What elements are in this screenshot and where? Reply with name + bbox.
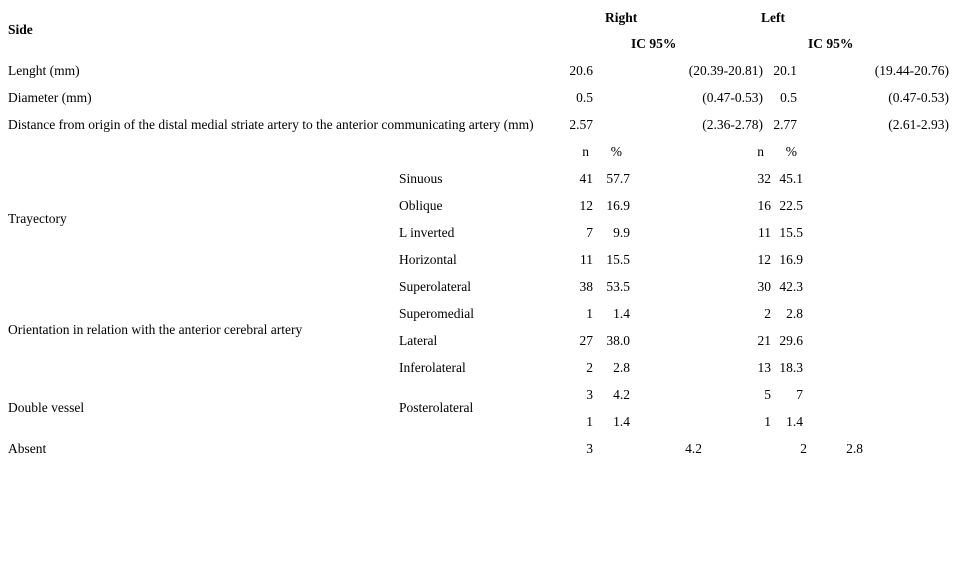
cell-horizontal-left-pct: 16.9: [779, 252, 803, 267]
category-inferolateral: Inferolateral: [399, 360, 466, 375]
cell-lateral-left-pct: 29.6: [779, 333, 803, 348]
cell-length-left-mean: 20.1: [773, 63, 797, 78]
group-label-double-vessel: Double vessel: [8, 400, 85, 415]
cell-distance-right-ic: (2.36-2.78): [702, 117, 763, 132]
header-n-left: n: [757, 144, 764, 159]
cell-sinuous-left-n: 32: [757, 171, 772, 186]
cell-superomedial-right-n: 1: [586, 306, 593, 321]
category-horizontal: Horizontal: [399, 252, 457, 267]
cell-horizontal-right-pct: 15.5: [606, 252, 630, 267]
cell-diameter-right-ic: (0.47-0.53): [702, 90, 763, 105]
cell-sinuous-left-pct: 45.1: [779, 171, 803, 186]
cell-absent-right-pct: 4.2: [685, 441, 702, 456]
header-ic95-left: IC 95%: [808, 36, 854, 51]
header-pct-right: %: [610, 144, 622, 159]
cell-length-right-mean: 20.6: [569, 63, 593, 78]
cell-superomedial-left-pct: 2.8: [786, 306, 803, 321]
cell-oblique-right-n: 12: [579, 198, 594, 213]
header-pct-left: %: [785, 144, 797, 159]
cell-lateral-right-n: 27: [579, 333, 594, 348]
cell-l-inverted-right-n: 7: [586, 225, 593, 240]
cell-length-left-ic: (19.44-20.76): [874, 63, 949, 78]
cell-posterolateral-upper-left-n: 5: [764, 387, 771, 402]
header-n-right: n: [582, 144, 589, 159]
cell-inferolateral-right-pct: 2.8: [613, 360, 630, 375]
cell-inferolateral-right-n: 2: [586, 360, 593, 375]
cell-inferolateral-left-pct: 18.3: [779, 360, 803, 375]
cell-double-vessel-right-pct: 1.4: [613, 414, 630, 429]
cell-diameter-right-mean: 0.5: [576, 90, 593, 105]
row-label-diameter: Diameter (mm): [8, 90, 92, 105]
cell-sinuous-right-pct: 57.7: [606, 171, 630, 186]
cell-posterolateral-upper-left-pct: 7: [796, 387, 803, 402]
cell-absent-right-n: 3: [586, 441, 593, 456]
cell-absent-left-n: 2: [800, 441, 807, 456]
cell-distance-right-mean: 2.57: [569, 117, 593, 132]
header-left: Left: [761, 10, 785, 25]
group-label-trayectory: Trayectory: [8, 211, 67, 226]
cell-posterolateral-upper-right-pct: 4.2: [613, 387, 630, 402]
cell-double-vessel-left-n: 1: [764, 414, 771, 429]
cell-absent-left-pct: 2.8: [846, 441, 863, 456]
cell-diameter-left-ic: (0.47-0.53): [888, 90, 949, 105]
cell-superolateral-right-n: 38: [579, 279, 594, 294]
cell-oblique-left-pct: 22.5: [779, 198, 803, 213]
cell-lateral-right-pct: 38.0: [606, 333, 630, 348]
cell-lateral-left-n: 21: [757, 333, 772, 348]
header-side: Side: [8, 22, 33, 37]
cell-horizontal-left-n: 12: [757, 252, 772, 267]
cell-diameter-left-mean: 0.5: [780, 90, 797, 105]
row-label-distance: Distance from origin of the distal media…: [8, 117, 534, 132]
cell-posterolateral-upper-right-n: 3: [586, 387, 593, 402]
cell-oblique-right-pct: 16.9: [606, 198, 630, 213]
cell-superolateral-right-pct: 53.5: [606, 279, 630, 294]
category-sinuous: Sinuous: [399, 171, 443, 186]
category-posterolateral: Posterolateral: [399, 400, 474, 415]
cell-superolateral-left-n: 30: [757, 279, 772, 294]
cell-distance-left-mean: 2.77: [773, 117, 797, 132]
category-superomedial: Superomedial: [399, 306, 474, 321]
cell-oblique-left-n: 16: [757, 198, 772, 213]
category-lateral: Lateral: [399, 333, 438, 348]
category-superolateral: Superolateral: [399, 279, 471, 294]
cell-distance-left-ic: (2.61-2.93): [888, 117, 949, 132]
header-right: Right: [605, 10, 638, 25]
cell-horizontal-right-n: 11: [580, 252, 593, 267]
cell-superomedial-right-pct: 1.4: [613, 306, 630, 321]
cell-sinuous-right-n: 41: [579, 171, 594, 186]
cell-l-inverted-left-pct: 15.5: [779, 225, 803, 240]
cell-double-vessel-right-n: 1: [586, 414, 593, 429]
cell-l-inverted-left-n: 11: [758, 225, 771, 240]
cell-superomedial-left-n: 2: [764, 306, 771, 321]
group-label-absent: Absent: [8, 441, 47, 456]
group-label-orientation: Orientation in relation with the anterio…: [8, 322, 303, 337]
cell-length-right-ic: (20.39-20.81): [688, 63, 763, 78]
cell-inferolateral-left-n: 13: [757, 360, 772, 375]
header-ic95-right: IC 95%: [631, 36, 677, 51]
row-label-length: Lenght (mm): [8, 63, 80, 78]
cell-l-inverted-right-pct: 9.9: [613, 225, 630, 240]
cell-superolateral-left-pct: 42.3: [779, 279, 803, 294]
category-l-inverted: L inverted: [399, 225, 455, 240]
cell-double-vessel-left-pct: 1.4: [786, 414, 803, 429]
category-oblique: Oblique: [399, 198, 443, 213]
